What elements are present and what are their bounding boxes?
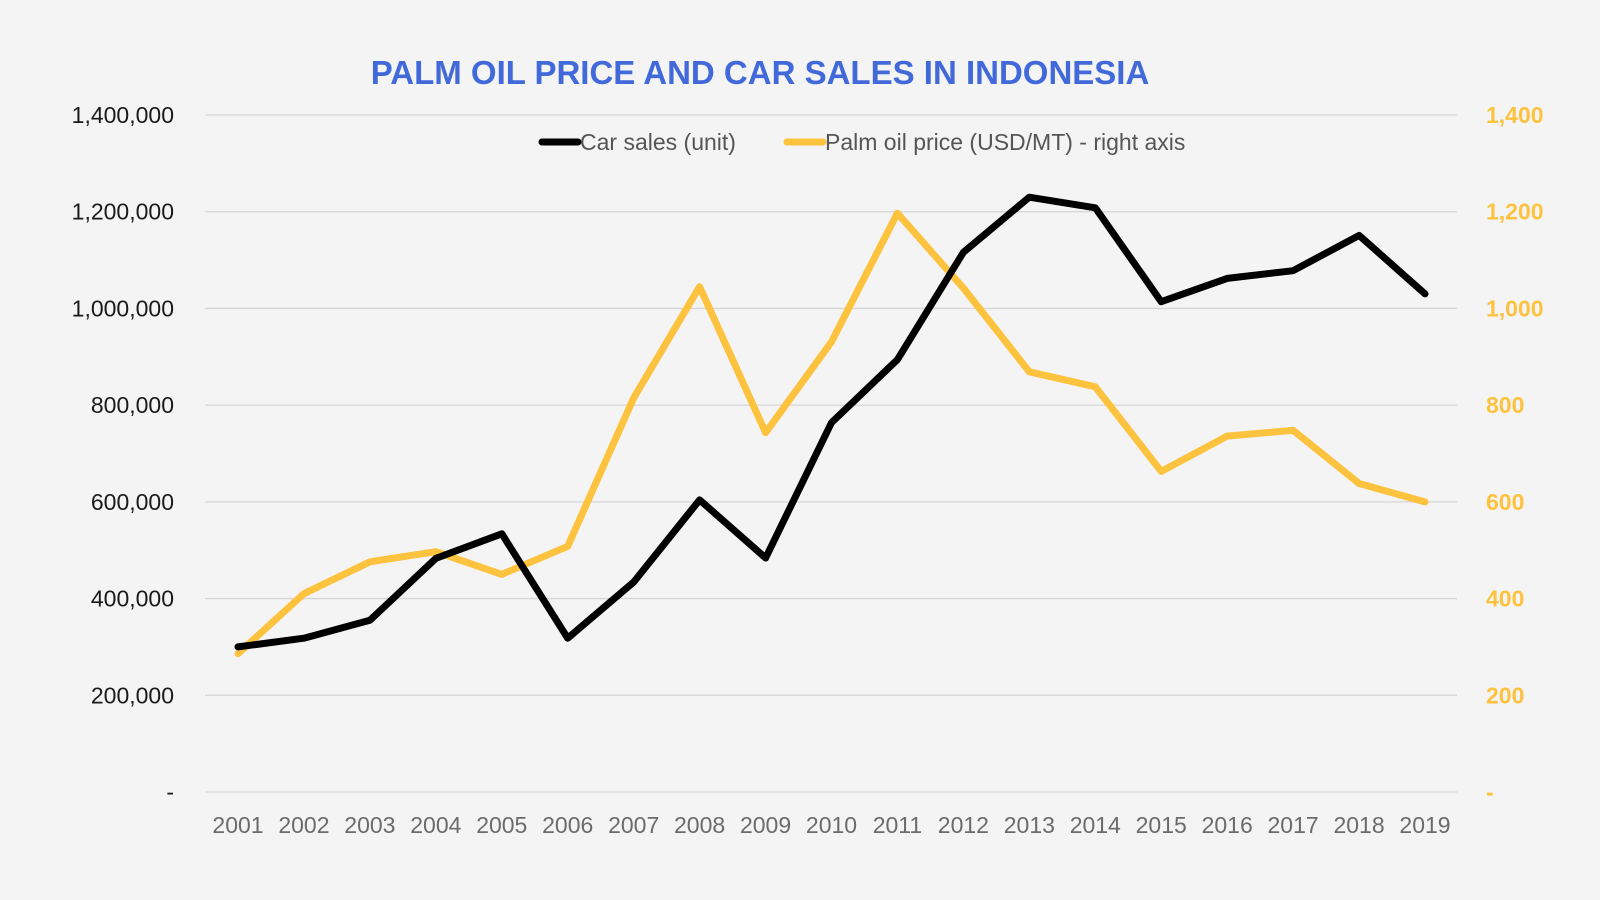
y-left-tick-label: 1,200,000 (72, 199, 174, 225)
y-right-tick-label: - (1486, 779, 1494, 805)
x-tick-label: 2002 (278, 812, 329, 838)
y-left-tick-label: 200,000 (91, 682, 174, 708)
x-tick-label: 2004 (410, 812, 461, 838)
x-tick-label: 2006 (542, 812, 593, 838)
x-tick-label: 2005 (476, 812, 527, 838)
x-tick-label: 2016 (1202, 812, 1253, 838)
y-left-tick-label: 1,400,000 (72, 102, 174, 128)
y-left-tick-label: 400,000 (91, 586, 174, 612)
x-tick-label: 2001 (212, 812, 263, 838)
chart-title: PALM OIL PRICE AND CAR SALES IN INDONESI… (371, 54, 1150, 91)
y-left-tick-label: 600,000 (91, 489, 174, 515)
car-sales-line (234, 193, 1429, 651)
y-left-tick-label: 1,000,000 (72, 295, 174, 321)
x-axis-ticks: 2001 2002 2003 2004 2005 2006 2007 2008 2009 2010… (212, 812, 1450, 838)
y-right-tick-label: 400 (1486, 586, 1524, 612)
x-tick-label: 2003 (344, 812, 395, 838)
x-tick-label: 2013 (1004, 812, 1055, 838)
y-left-tick-label: 800,000 (91, 392, 174, 418)
x-tick-label: 2010 (806, 812, 857, 838)
legend-palm-oil-price-label: Palm oil price (USD/MT) - right axis (825, 129, 1185, 155)
right-axis-ticks: - 200 400 600 800 1,000 1,200 1,400 (1486, 102, 1544, 805)
grid-lines (205, 114, 1457, 793)
palm-oil-price-line (234, 209, 1429, 658)
x-tick-label: 2012 (938, 812, 989, 838)
x-tick-label: 2019 (1399, 812, 1450, 838)
series-lines (234, 193, 1429, 658)
x-tick-label: 2008 (674, 812, 725, 838)
y-right-tick-label: 800 (1486, 392, 1524, 418)
y-right-tick-label: 200 (1486, 682, 1524, 708)
y-right-tick-label: 1,200 (1486, 199, 1544, 225)
y-right-tick-label: 1,400 (1486, 102, 1544, 128)
left-axis-ticks: - 200,000 400,000 600,000 800,000 1,000,000 1,… (72, 102, 174, 805)
legend-car-sales-label: Car sales (unit) (580, 129, 736, 155)
legend: Car sales (unit) Palm oil price (USD/MT) … (538, 129, 1185, 155)
x-tick-label: 2007 (608, 812, 659, 838)
x-tick-label: 2015 (1136, 812, 1187, 838)
x-tick-label: 2017 (1268, 812, 1319, 838)
x-tick-label: 2014 (1070, 812, 1121, 838)
y-right-tick-label: 1,000 (1486, 295, 1544, 321)
x-tick-label: 2018 (1333, 812, 1384, 838)
x-tick-label: 2009 (740, 812, 791, 838)
y-left-tick-label: - (166, 779, 174, 805)
y-right-tick-label: 600 (1486, 489, 1524, 515)
x-tick-label: 2011 (873, 812, 922, 838)
